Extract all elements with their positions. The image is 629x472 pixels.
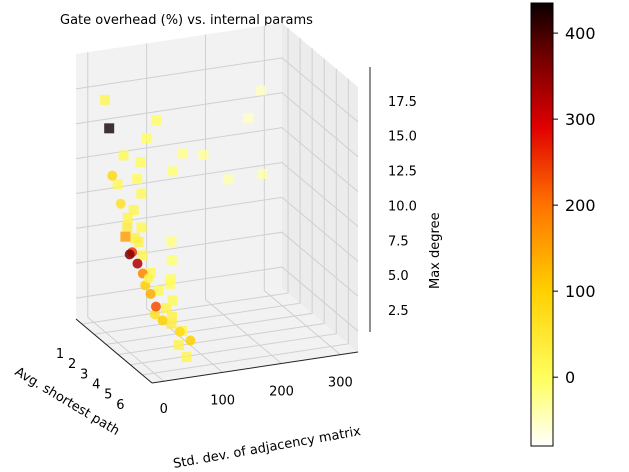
- z-tick-label: 12.5: [388, 165, 417, 180]
- grid-line-z: [75, 196, 359, 262]
- back-pane: [76, 23, 282, 319]
- grid-line-z: [75, 92, 359, 158]
- colorbar-ticks: 0 100 200 300 400: [553, 24, 596, 387]
- data-point-square: [173, 340, 184, 351]
- data-point-square: [181, 352, 192, 363]
- data-point-square: [167, 295, 178, 306]
- y-tick-label: 2: [68, 357, 76, 372]
- colorbar-tick-label: 0: [565, 368, 575, 387]
- z-tick-label: 17.5: [388, 95, 417, 110]
- data-point-square: [198, 149, 209, 160]
- data-point-circle: [174, 326, 185, 337]
- data-point-circle: [124, 249, 135, 260]
- x-tick-label: 200: [269, 385, 294, 400]
- grid-lines: [75, 25, 359, 382]
- colorbar-tick-label: 200: [565, 196, 596, 215]
- grid-line-x: [146, 43, 223, 373]
- data-point-circle: [150, 301, 161, 312]
- y-tick-label: 1: [56, 347, 64, 362]
- data-point-circle: [145, 288, 156, 299]
- data-point-square: [104, 123, 115, 134]
- data-point-square: [132, 174, 143, 185]
- y-tick-label: 6: [116, 398, 124, 413]
- z-tick-label: 2.5: [388, 304, 409, 319]
- data-point-square: [153, 285, 164, 296]
- y-axis-line: [75, 318, 153, 384]
- data-point-square: [122, 212, 133, 223]
- data-point-square: [133, 236, 144, 247]
- y-tick-label: 4: [92, 378, 100, 393]
- data-point-square: [164, 278, 175, 289]
- data-point-circle: [149, 309, 160, 320]
- data-point-square: [151, 115, 162, 126]
- data-points: [100, 85, 268, 363]
- data-point-square: [161, 303, 172, 314]
- x-tick-label: 100: [210, 393, 235, 408]
- y-tick-label: 5: [104, 388, 112, 403]
- grid-line-y: [142, 78, 349, 376]
- data-point-square: [137, 250, 148, 261]
- z-tick-label: 10.0: [388, 199, 417, 214]
- x-axis-line: [151, 351, 359, 384]
- data-point-square: [243, 112, 254, 123]
- data-point-square: [256, 85, 267, 96]
- data-point-circle: [157, 315, 168, 326]
- data-point-square: [136, 222, 147, 233]
- grid-line-x: [263, 25, 341, 356]
- data-point-circle: [107, 170, 118, 181]
- data-point-square: [142, 132, 153, 143]
- data-point-square: [145, 267, 156, 278]
- grid-line-z: [75, 57, 359, 123]
- data-point-square: [166, 318, 177, 329]
- z-axis-label: Max degree: [428, 212, 443, 289]
- data-point-square: [120, 231, 131, 242]
- z-tick-label: 5.0: [388, 269, 409, 284]
- x-tick-label: 0: [160, 402, 168, 417]
- data-point-square: [112, 179, 123, 190]
- colorbar: [530, 2, 554, 447]
- data-point-square: [135, 157, 146, 168]
- data-point-square: [136, 188, 147, 199]
- grid-line-y: [130, 68, 337, 366]
- data-point-square: [128, 204, 139, 215]
- chart-title: Gate overhead (%) vs. internal params: [60, 13, 313, 28]
- colorbar-tick-label: 400: [565, 24, 596, 43]
- data-point-square: [166, 255, 177, 266]
- data-point-square: [100, 94, 111, 105]
- axis-panes: [76, 23, 358, 383]
- data-point-square: [118, 150, 129, 161]
- data-point-circle: [185, 335, 196, 346]
- y-tick-label: 3: [80, 367, 88, 382]
- data-point-circle: [115, 198, 126, 209]
- data-point-square: [167, 311, 178, 322]
- x-axis-label: Std. dev. of adjacency matrix: [172, 424, 362, 472]
- z-tick-label: 15.0: [388, 130, 417, 145]
- data-point-square: [257, 169, 268, 180]
- data-point-circle: [132, 258, 143, 269]
- data-point-circle: [143, 273, 154, 284]
- grid-line-x: [204, 34, 282, 364]
- grid-line-y: [118, 58, 325, 356]
- grid-line-z: [75, 127, 359, 192]
- colorbar-tick-label: 100: [565, 282, 596, 301]
- grid-line-z: [75, 161, 359, 227]
- data-point-square: [168, 166, 179, 177]
- axis-lines: [75, 67, 371, 384]
- data-point-square: [166, 236, 177, 247]
- colorbar-tick-label: 300: [565, 110, 596, 129]
- data-point-square: [177, 148, 188, 159]
- grid-line-x: [87, 52, 165, 382]
- z-tick-label: 7.5: [388, 234, 409, 249]
- data-point-square: [223, 174, 234, 185]
- data-point-square: [122, 222, 133, 233]
- floor-pane: [76, 288, 358, 383]
- grid-line-y: [106, 48, 313, 345]
- x-tick-label: 300: [328, 376, 353, 391]
